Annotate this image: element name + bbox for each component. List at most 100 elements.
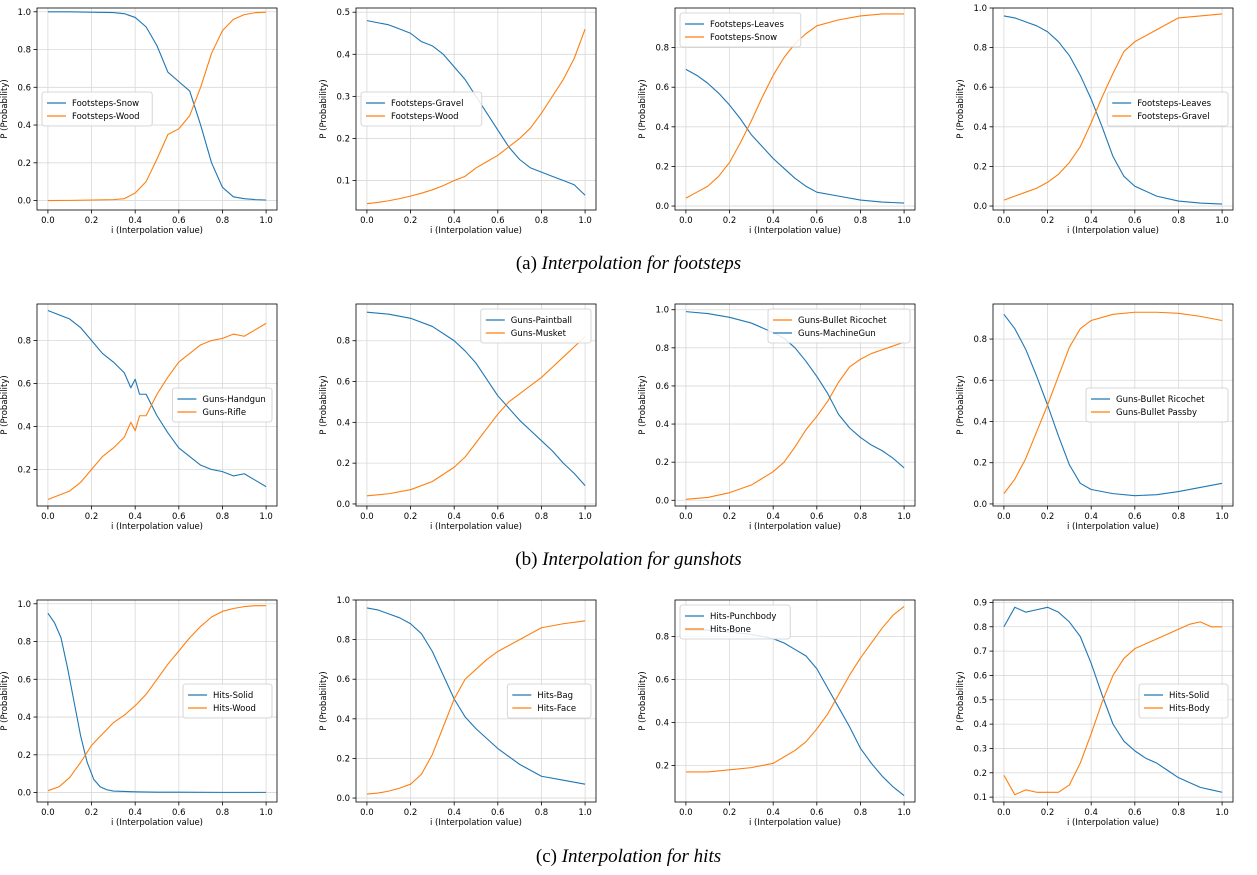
legend-label: Footsteps-Snow: [710, 33, 777, 43]
y-tick-label: 0.0: [973, 500, 987, 510]
chart-panel: 0.0 0.2 0.4 0.6 0.8 1.0 0.0 0.2 0.4 0.6 0.8 1.0 i (I…: [638, 303, 916, 532]
legend-label: Hits-Bag: [537, 691, 573, 701]
x-tick-label: 0.0: [41, 512, 55, 522]
y-tick-label: 0.2: [973, 459, 987, 469]
x-axis-label: i (Interpolation value): [1067, 818, 1159, 828]
y-tick-label: 0.4: [655, 420, 669, 430]
legend: Guns-Paintball Guns-Musket: [480, 308, 592, 344]
y-axis-label: P (Probability): [319, 671, 329, 730]
x-tick-label: 0.8: [1172, 512, 1186, 522]
y-tick-label: 0.2: [336, 754, 350, 764]
caption-text: Interpolation for footsteps: [541, 253, 742, 274]
x-tick-label: 0.0: [679, 216, 693, 226]
y-axis-label: P (Probability): [956, 671, 966, 730]
x-axis-label: i (Interpolation value): [111, 522, 203, 532]
x-tick-label: 0.6: [172, 512, 186, 522]
legend-box: [506, 683, 592, 719]
x-tick-label: 0.2: [1041, 512, 1055, 522]
legend-label: Guns-Handgun: [202, 395, 265, 405]
legend-label: Hits-Solid: [213, 691, 253, 701]
y-tick-label: 0.6: [655, 83, 669, 93]
x-tick-label: 0.2: [404, 512, 418, 522]
y-tick-label: 0.8: [336, 337, 350, 347]
x-axis-label: i (Interpolation value): [1067, 522, 1159, 532]
legend-label: Footsteps-Leaves: [1137, 99, 1211, 109]
chart-panel: 0.0 0.2 0.4 0.6 0.8 1.0 0.0 0.2 0.4 0.6 0.8 i (Inte…: [638, 7, 916, 236]
x-tick-label: 0.0: [41, 216, 55, 226]
y-tick-label: 0.8: [973, 623, 987, 633]
legend-label: Footsteps-Snow: [72, 99, 139, 109]
x-tick-label: 0.0: [360, 512, 374, 522]
x-tick-label: 0.2: [1041, 216, 1055, 226]
series-line: [366, 620, 586, 795]
series-line: [1003, 621, 1223, 796]
x-tick-label: 0.8: [1172, 808, 1186, 818]
chart-panel: 0.0 0.2 0.4 0.6 0.8 1.0 0.2 0.4 0.6 0.8 i (Interpo…: [0, 303, 278, 532]
x-tick-label: 0.6: [491, 512, 505, 522]
x-tick-label: 0.4: [766, 512, 780, 522]
caption-text: Interpolation for hits: [561, 846, 722, 867]
legend: Footsteps-Snow Footsteps-Wood: [41, 91, 153, 127]
y-tick-label: 1.0: [655, 306, 669, 316]
y-tick-label: 0.3: [336, 92, 350, 102]
legend-label: Footsteps-Gravel: [391, 99, 463, 109]
plot-frame: [992, 303, 1234, 507]
legend: Guns-Bullet Ricochet Guns-Bullet Passby: [1085, 387, 1229, 423]
plot-frame: [36, 303, 278, 507]
chart-panel: 0.0 0.2 0.4 0.6 0.8 1.0 0.1 0.2 0.3 0.4 0.5 i (Inte…: [319, 7, 597, 236]
x-tick-label: 0.4: [766, 216, 780, 226]
y-tick-label: 0.2: [336, 134, 350, 144]
x-tick-label: 0.8: [1172, 216, 1186, 226]
x-tick-label: 0.0: [997, 808, 1011, 818]
legend-box: [360, 91, 483, 127]
y-tick-label: 0.4: [973, 123, 987, 133]
chart-panel: 0.0 0.2 0.4 0.6 0.8 1.0 0.2 0.4 0.6 0.8 i (Interpo…: [638, 599, 916, 828]
plot-frame: [355, 303, 597, 507]
x-tick-label: 0.4: [1084, 216, 1098, 226]
caption-text: Interpolation for gunshots: [542, 549, 742, 570]
chart-panel: 0.0 0.2 0.4 0.6 0.8 1.0 0.1 0.2 0.3 0.4 0.5 0.6 0.7 0…: [956, 598, 1234, 828]
series-line: [47, 605, 267, 792]
y-tick-label: 0.2: [336, 459, 350, 469]
y-tick-label: 0.4: [655, 718, 669, 728]
caption-footsteps: (a) Interpolation for footsteps: [0, 253, 1257, 275]
plot-frame: [36, 599, 278, 803]
chart-panel: 0.0 0.2 0.4 0.6 0.8 1.0 0.0 0.2 0.4 0.6 0.8 i (Inte…: [956, 303, 1234, 532]
chart-panel: 0.0 0.2 0.4 0.6 0.8 1.0 0.0 0.2 0.4 0.6 0.8 1.0 i (I…: [0, 599, 278, 828]
legend-box: [1106, 91, 1229, 127]
x-tick-label: 0.0: [997, 512, 1011, 522]
legend: Footsteps-Gravel Footsteps-Wood: [360, 91, 483, 127]
x-tick-label: 0.0: [679, 512, 693, 522]
x-tick-label: 1.0: [1215, 216, 1229, 226]
y-axis-label: P (Probability): [956, 79, 966, 138]
x-tick-label: 1.0: [259, 808, 273, 818]
x-tick-label: 0.0: [41, 808, 55, 818]
y-tick-label: 0.4: [17, 422, 31, 432]
legend: Hits-Bag Hits-Face: [506, 683, 592, 719]
x-tick-label: 0.4: [128, 512, 142, 522]
x-tick-label: 0.2: [85, 512, 99, 522]
x-tick-label: 1.0: [259, 216, 273, 226]
y-tick-label: 0.2: [973, 162, 987, 172]
y-tick-label: 0.4: [973, 720, 987, 730]
x-tick-label: 0.8: [535, 216, 549, 226]
x-tick-label: 1.0: [1215, 512, 1229, 522]
plot-frame: [674, 7, 916, 211]
y-tick-label: 0.2: [655, 162, 669, 172]
y-tick-label: 0.6: [655, 382, 669, 392]
series-line: [366, 336, 586, 497]
x-tick-label: 0.0: [360, 216, 374, 226]
series-line: [366, 311, 586, 486]
y-tick-label: 0.6: [973, 376, 987, 386]
x-tick-label: 0.0: [997, 216, 1011, 226]
legend-box: [767, 308, 911, 344]
legend-label: Footsteps-Leaves: [710, 20, 784, 30]
legend-box: [1138, 683, 1229, 719]
y-tick-label: 0.3: [973, 744, 987, 754]
y-axis-label: P (Probability): [0, 375, 10, 434]
legend-box: [182, 683, 273, 719]
series-line: [685, 341, 905, 500]
y-tick-label: 0.2: [17, 751, 31, 761]
x-tick-label: 1.0: [897, 808, 911, 818]
legend-box: [480, 308, 592, 344]
